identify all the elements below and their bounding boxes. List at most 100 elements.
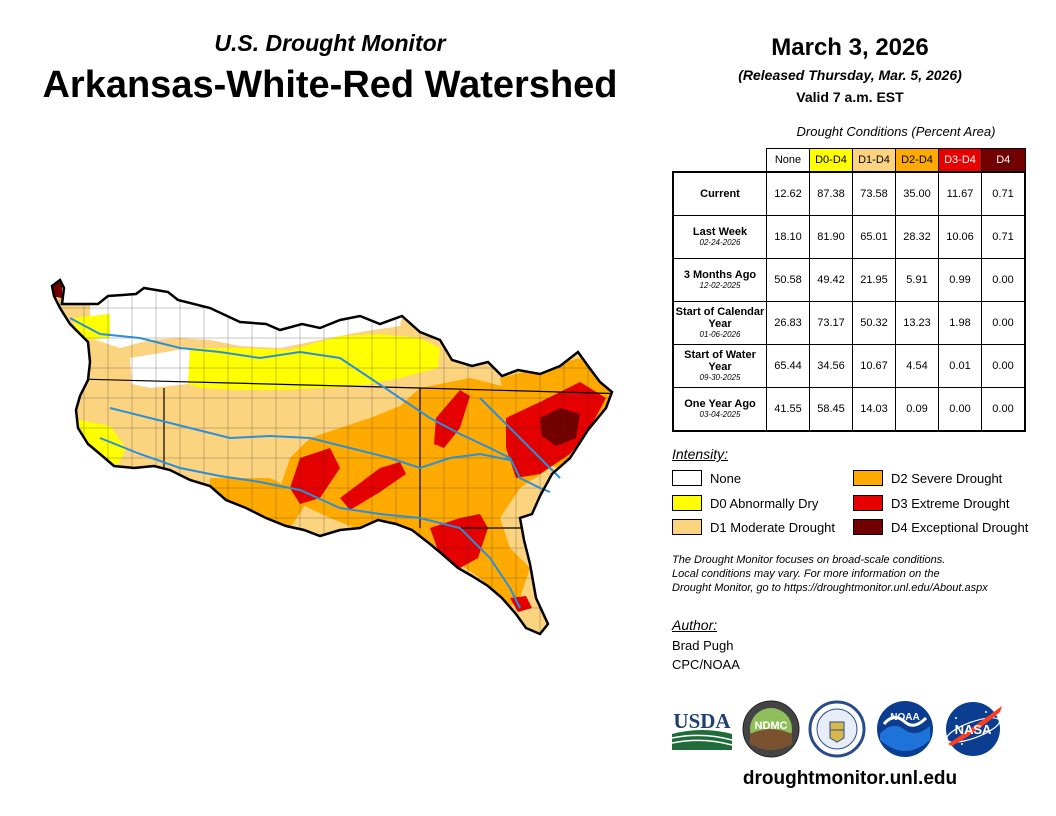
column-header: D0-D4 <box>809 148 853 173</box>
legend-swatch <box>853 495 883 511</box>
legend-swatch <box>672 519 702 535</box>
legend-swatch <box>672 495 702 511</box>
column-header: D4 <box>981 148 1026 173</box>
row-date: 02-24-2026 <box>699 238 741 247</box>
d0-region <box>72 314 110 340</box>
row-label: Start of Water Year 09-30-2025 <box>672 344 767 388</box>
d3-region <box>434 390 470 448</box>
legend-label: D2 Severe Drought <box>891 470 1003 486</box>
usda-logo-text: USDA <box>673 709 731 733</box>
table-cell: 10.06 <box>938 215 982 259</box>
table-row: Start of Water Year 09-30-2025 65.44 34.5… <box>672 344 1026 388</box>
author-name: Brad Pugh <box>672 638 734 653</box>
drought-conditions-table: None D0-D4 D1-D4 D2-D4 D3-D4 D4 Current … <box>672 148 1026 432</box>
table-cell: 0.09 <box>895 387 939 432</box>
cimarron-river <box>109 407 511 470</box>
table-cell: 18.10 <box>766 215 810 259</box>
table-cell: 0.00 <box>981 387 1026 432</box>
table-cell: 28.32 <box>895 215 939 259</box>
row-label-text: Current <box>700 188 740 200</box>
row-label-text: 3 Months Ago <box>683 269 757 281</box>
release-date: (Released Thursday, Mar. 5, 2026) <box>738 67 962 83</box>
legend-swatch <box>853 519 883 535</box>
table-cell: 50.32 <box>852 301 896 345</box>
column-header: D3-D4 <box>938 148 982 173</box>
table-cell: 0.71 <box>981 171 1026 216</box>
legend-label: D1 Moderate Drought <box>710 519 836 535</box>
noaa-logo: NOAA <box>877 701 933 757</box>
website-url[interactable]: droughtmonitor.unl.edu <box>742 768 958 789</box>
table-cell: 0.00 <box>938 387 982 432</box>
row-label: 3 Months Ago 12-02-2025 <box>672 258 767 302</box>
row-date: 01-06-2026 <box>699 330 741 339</box>
legend-label: D0 Abnormally Dry <box>710 495 819 511</box>
table-cell: 12.62 <box>766 171 810 216</box>
table-cell: 21.95 <box>852 258 896 302</box>
table-cell: 73.58 <box>852 171 896 216</box>
ndmc-logo: NDMC <box>742 700 800 758</box>
legend-swatch <box>672 470 702 486</box>
row-label: Current <box>672 171 767 216</box>
table-cell: 0.00 <box>981 344 1026 388</box>
table-cell: 0.99 <box>938 258 982 302</box>
map-subtitle: U.S. Drought Monitor <box>214 30 446 56</box>
table-row: 3 Months Ago 12-02-2025 50.58 49.42 21.95… <box>672 258 1026 302</box>
arkansas-river <box>69 317 551 493</box>
nasa-logo: NASA <box>945 702 1002 756</box>
table-cell: 14.03 <box>852 387 896 432</box>
row-label: Last Week 02-24-2026 <box>672 215 767 259</box>
legend-item-d4: D4 Exceptional Drought <box>853 519 1028 535</box>
row-label: One Year Ago 03-04-2025 <box>672 387 767 432</box>
table-cell: 81.90 <box>809 215 853 259</box>
usda-logo: USDA <box>671 709 733 750</box>
d4-region <box>540 408 580 446</box>
table-cell: 11.67 <box>938 171 982 216</box>
row-date: 12-02-2025 <box>699 281 741 290</box>
table-cell: 4.54 <box>895 344 939 388</box>
table-cell: 87.38 <box>809 171 853 216</box>
watershed-drought-map <box>50 278 614 636</box>
table-cell: 58.45 <box>809 387 853 432</box>
legend-item-none: None <box>672 470 741 486</box>
table-row: Current 12.62 87.38 73.58 35.00 11.67 0.… <box>672 171 1026 216</box>
table-cell: 34.56 <box>809 344 853 388</box>
row-label-text: One Year Ago <box>684 398 756 410</box>
row-label: Start of Calendar Year 01-06-2026 <box>672 301 767 345</box>
table-cell: 41.55 <box>766 387 810 432</box>
legend-item-d2: D2 Severe Drought <box>853 470 1002 486</box>
table-cell: 0.00 <box>981 258 1026 302</box>
watershed-outline <box>50 278 614 636</box>
legend-item-d0: D0 Abnormally Dry <box>672 495 818 511</box>
legend-item-d1: D1 Moderate Drought <box>672 519 835 535</box>
note-line: The Drought Monitor focuses on broad-sca… <box>672 554 946 566</box>
table-corner <box>673 149 767 173</box>
d2-region <box>210 478 310 528</box>
column-header: D2-D4 <box>895 148 939 173</box>
column-header: D1-D4 <box>852 148 896 173</box>
disclaimer-note: The Drought Monitor focuses on broad-sca… <box>672 553 1042 595</box>
row-date: 03-04-2025 <box>699 410 741 419</box>
table-cell: 26.83 <box>766 301 810 345</box>
table-row: One Year Ago 03-04-2025 41.55 58.45 14.03… <box>672 387 1026 432</box>
table-cell: 65.44 <box>766 344 810 388</box>
row-label-text: Start of Water Year <box>684 349 756 373</box>
table-cell: 35.00 <box>895 171 939 216</box>
map-date: March 3, 2026 <box>771 34 929 61</box>
note-line: Local conditions may vary. For more info… <box>672 568 940 580</box>
rivers <box>69 317 561 609</box>
table-cell: 1.98 <box>938 301 982 345</box>
note-line: Drought Monitor, go to https://droughtmo… <box>672 582 988 594</box>
doc-seal-logo <box>808 700 866 758</box>
table-cell: 73.17 <box>809 301 853 345</box>
map-title: Arkansas-White-Red Watershed <box>42 64 618 106</box>
nasa-logo-text: NASA <box>955 722 992 737</box>
row-label-text: Last Week <box>692 226 748 238</box>
d0-region <box>188 334 440 390</box>
author-org: CPC/NOAA <box>672 657 740 672</box>
author-title: Author: <box>672 617 718 633</box>
row-date: 09-30-2025 <box>699 373 741 382</box>
white-river <box>479 397 561 479</box>
d3-region <box>340 462 406 510</box>
red-river <box>99 437 521 609</box>
table-cell: 49.42 <box>809 258 853 302</box>
